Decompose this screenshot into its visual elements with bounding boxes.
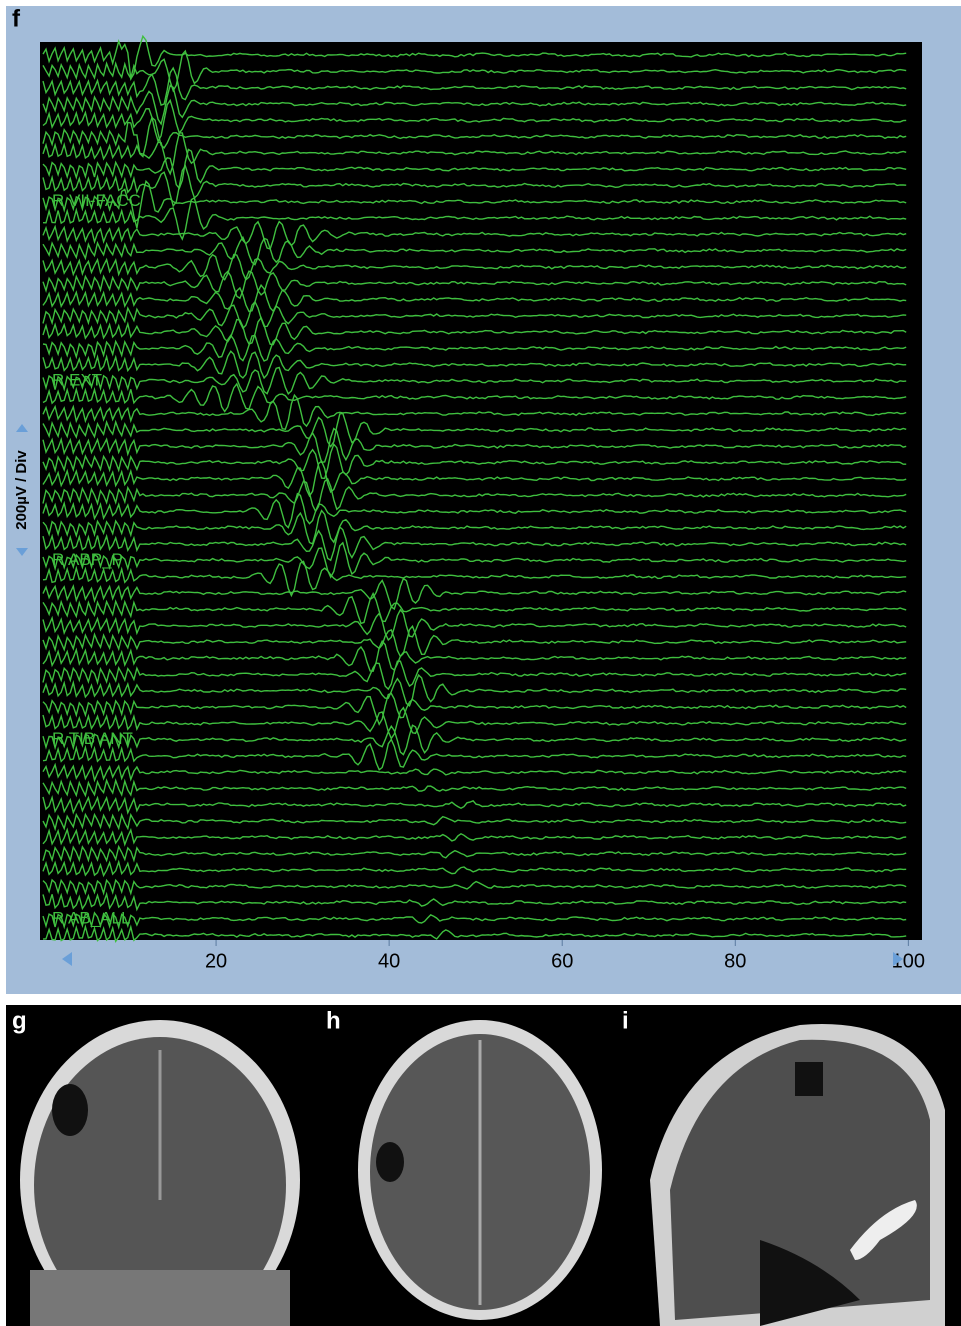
mri-axial xyxy=(358,1020,602,1320)
x-tick-label: 40 xyxy=(378,950,400,972)
channel-label: R ABP_P xyxy=(52,550,123,569)
panel-label: f xyxy=(12,5,21,32)
panel-label: g xyxy=(12,1007,27,1034)
mri-coronal xyxy=(20,1020,300,1326)
figure: f R VII-FACC R EXT R ABP_P R TIB ANT R AB_AL… xyxy=(0,0,961,1326)
x-tick-label: 60 xyxy=(551,950,573,972)
panel-label: i xyxy=(622,1007,629,1034)
channel-label: R TIB ANT xyxy=(52,729,133,748)
x-tick-label: 20 xyxy=(205,950,227,972)
channel-label: R VII-FACC xyxy=(52,191,141,210)
channel-label: R AB_ALL xyxy=(52,908,130,927)
y-scale-label: 200µV / Div xyxy=(13,450,30,530)
x-tick-label: 80 xyxy=(724,950,746,972)
panel-label: h xyxy=(326,1007,341,1034)
channel-label: R EXT xyxy=(52,370,102,389)
